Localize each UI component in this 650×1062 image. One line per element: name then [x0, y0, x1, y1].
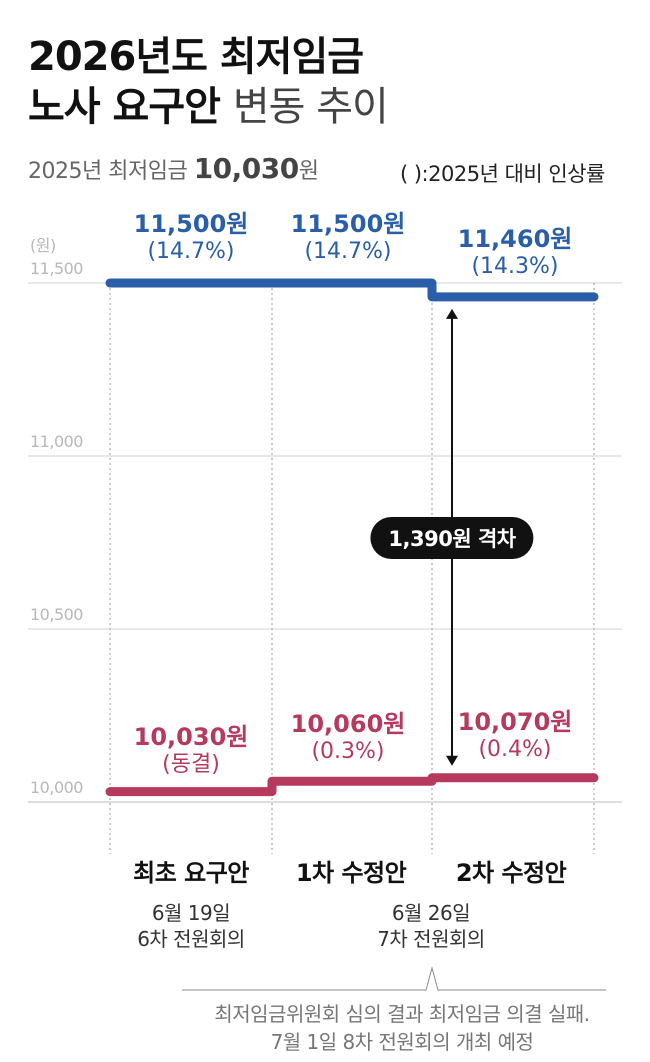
meeting-name: 6차 전원회의	[137, 927, 245, 951]
category-dividers	[109, 283, 595, 854]
category-label-first: 1차 수정안	[295, 859, 407, 887]
data-label-value: 10,030원	[133, 723, 249, 751]
data-label-rate: (14.7%)	[147, 239, 235, 264]
y-axis-unit: (원)	[30, 236, 56, 255]
category-label-initial: 최초 요구안	[133, 859, 249, 887]
title-light-part: 변동 추이	[232, 84, 389, 130]
data-label-value: 10,070원	[457, 708, 573, 736]
y-tick-label: 10,000	[30, 778, 83, 797]
base-wage-text: 2025년 최저임금 10,030원	[28, 152, 319, 185]
meeting-info-7th: 6월 26일 7차 전원회의	[377, 900, 485, 952]
data-label-value: 11,460원	[457, 225, 573, 253]
rate-note: ( ):2025년 대비 인상률	[400, 162, 605, 186]
category-label-second: 2차 수정안	[455, 859, 567, 887]
meeting-name: 7차 전원회의	[377, 927, 485, 951]
base-wage-value: 10,030	[193, 152, 300, 185]
data-label-rate: (동결)	[162, 752, 220, 777]
footnote-line1: 최저임금위원회 심의 결과 최저임금 의결 실패.	[214, 1002, 590, 1026]
data-label-rate: (14.7%)	[304, 239, 392, 264]
base-wage-prefix: 2025년 최저임금	[28, 159, 188, 184]
base-wage-unit: 원	[298, 159, 319, 184]
y-tick-label: 11,500	[30, 259, 83, 278]
gap-arrow-head-down	[446, 755, 458, 766]
data-label-value: 11,500원	[133, 210, 249, 238]
mgmt-label-initial: 10,030원 (동결)	[134, 723, 249, 779]
mgmt-label-second: 10,070원 (0.4%)	[458, 708, 573, 764]
labor-label-first: 11,500원 (14.7%)	[291, 210, 406, 266]
meeting-info-6th: 6월 19일 6차 전원회의	[137, 900, 245, 952]
data-label-rate: (14.3%)	[471, 254, 559, 279]
footnote: 최저임금위원회 심의 결과 최저임금 의결 실패. 7월 1일 8차 전원회의 …	[214, 1000, 590, 1056]
management-series-line	[105, 773, 599, 797]
y-tick-label: 10,500	[30, 605, 83, 624]
footnote-bracket	[182, 966, 606, 991]
y-tick-label: 11,000	[30, 432, 83, 451]
footnote-line2: 7월 1일 8차 전원회의 개최 예정	[270, 1030, 534, 1054]
series-lines	[105, 278, 599, 797]
data-label-rate: (0.4%)	[478, 737, 552, 762]
data-label-value: 10,060원	[290, 710, 406, 738]
data-label-rate: (0.3%)	[311, 739, 385, 764]
labor-label-second: 11,460원 (14.3%)	[458, 225, 573, 281]
meeting-date: 6월 19일	[151, 901, 231, 925]
data-label-value: 11,500원	[290, 210, 406, 238]
meeting-date: 6월 26일	[391, 901, 471, 925]
bottom-bracket	[182, 966, 606, 991]
mgmt-label-first: 10,060원 (0.3%)	[291, 710, 406, 766]
labor-series-line	[105, 278, 599, 302]
page-title-line1: 2026년도 최저임금	[28, 34, 364, 80]
labor-label-initial: 11,500원 (14.7%)	[134, 210, 249, 266]
gap-arrow-head-up	[446, 308, 458, 319]
page-title-line2: 노사 요구안 변동 추이	[28, 84, 389, 130]
title-bold-part: 노사 요구안	[28, 84, 221, 130]
gap-badge: 1,390원 격차	[370, 517, 534, 559]
